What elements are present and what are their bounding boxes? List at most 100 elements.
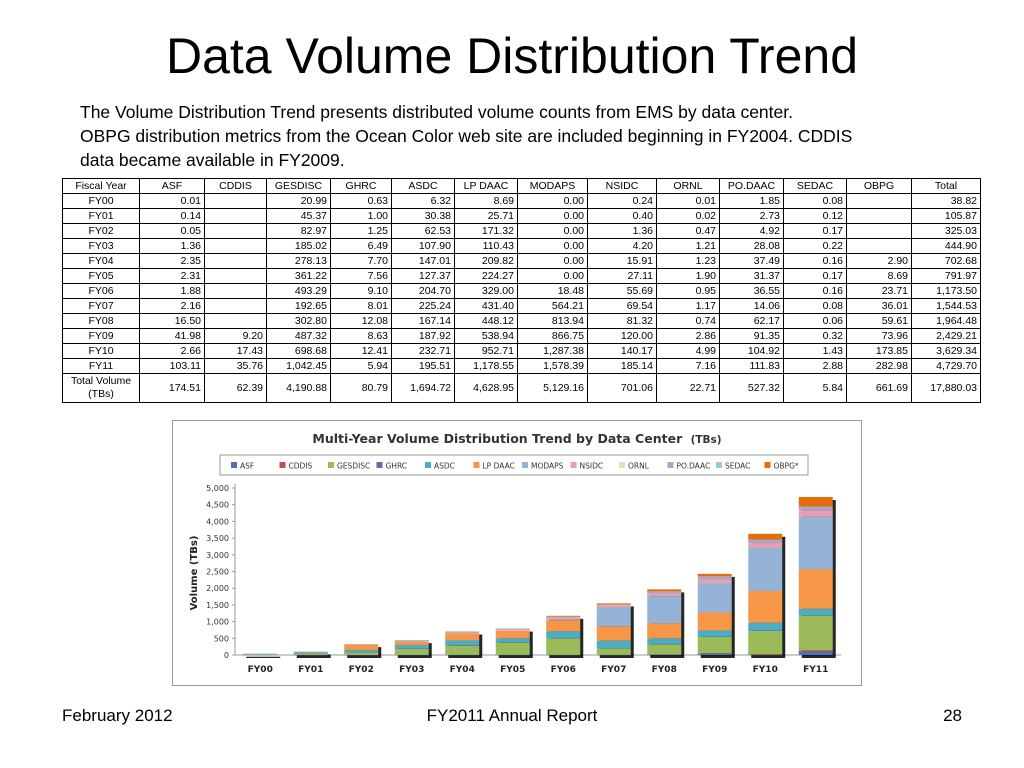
table-cell: 1.90: [656, 268, 720, 284]
bar-segment: [445, 640, 480, 646]
table-cell: 173.85: [846, 343, 912, 359]
column-header: LP DAAC: [454, 178, 518, 194]
slide-description: The Volume Distribution Trend presents d…: [80, 100, 970, 172]
total-cell: 17,880.03: [911, 373, 981, 403]
fiscal-year-cell: FY04: [62, 253, 140, 269]
table-cell: 171.32: [454, 223, 518, 239]
bar-segment: [748, 630, 783, 655]
table-cell: 23.71: [846, 283, 912, 299]
table-cell: [846, 238, 912, 254]
bar-segment: [344, 650, 379, 653]
table-cell: 37.49: [719, 253, 784, 269]
column-header: GHRC: [330, 178, 392, 194]
bar-segment: [647, 654, 682, 655]
x-tick-label: FY09: [702, 665, 727, 675]
bar-segment: [596, 603, 631, 605]
bar-segment: [647, 596, 682, 624]
y-tick-label: 2,000: [206, 584, 229, 593]
table-cell: 564.21: [517, 298, 588, 314]
table-cell: [846, 208, 912, 224]
column-header: GESDISC: [266, 178, 331, 194]
bar-segment: [697, 573, 732, 577]
table-cell: 2.90: [846, 253, 912, 269]
bar-segment: [798, 516, 833, 570]
bar-segment: [394, 644, 429, 649]
table-cell: 0.17: [783, 223, 847, 239]
table-cell: 278.13: [266, 253, 331, 269]
table-cell: 167.14: [391, 313, 455, 329]
bar-segment: [596, 648, 631, 655]
column-header: ORNL: [656, 178, 720, 194]
table-cell: 5.94: [330, 358, 392, 374]
legend-swatch: [764, 462, 771, 468]
table-header-row: Fiscal Year ASF CDDIS GESDISC GHRC ASDC LP DAA…: [62, 178, 981, 194]
x-tick-label: FY11: [803, 665, 828, 675]
legend-label: SEDAC: [725, 462, 750, 471]
table-cell: 4.20: [587, 238, 657, 254]
table-cell: 1,287.38: [517, 343, 588, 359]
total-cell: 22.71: [656, 373, 720, 403]
table-cell: 82.97: [266, 223, 331, 239]
bar-segment: [596, 605, 631, 608]
table-cell: 0.00: [517, 253, 588, 269]
table-cell: [204, 298, 267, 314]
column-header: ASF: [139, 178, 205, 194]
y-tick-label: 3,500: [206, 534, 229, 543]
table-cell: 487.32: [266, 328, 331, 344]
table-cell: 59.61: [846, 313, 912, 329]
bar-segment: [495, 628, 530, 630]
table-cell: 1.00: [330, 208, 392, 224]
total-cell: 80.79: [330, 373, 392, 403]
table-cell: 0.24: [587, 193, 657, 209]
table-cell: 698.68: [266, 343, 331, 359]
y-tick-label: 3,000: [206, 551, 229, 560]
table-cell: 302.80: [266, 313, 331, 329]
legend-label: ASF: [240, 462, 254, 471]
bar-segment: [495, 642, 530, 655]
table-cell: 1,964.48: [911, 313, 981, 329]
bar-segment: [697, 612, 732, 631]
table-cell: 0.40: [587, 208, 657, 224]
table-cell: 2.31: [139, 268, 205, 284]
bar-segment: [495, 630, 530, 639]
table-cell: 0.16: [783, 283, 847, 299]
legend-label: ORNL: [628, 462, 650, 471]
table-cell: 224.27: [454, 268, 518, 284]
table-cell: 204.70: [391, 283, 455, 299]
bar-segment: [647, 591, 682, 594]
x-tick-label: FY02: [349, 665, 374, 675]
table-cell: 195.51: [391, 358, 455, 374]
y-tick-label: 2,500: [206, 568, 229, 577]
x-tick-label: FY08: [652, 665, 677, 675]
table-cell: 120.00: [587, 328, 657, 344]
bar-segment: [596, 640, 631, 649]
y-tick-label: 4,000: [206, 517, 229, 526]
bar-segment: [697, 579, 732, 584]
bar-segment: [798, 510, 833, 517]
bar-segment: [697, 653, 732, 655]
table-cell: 0.95: [656, 283, 720, 299]
table-cell: 8.69: [454, 193, 518, 209]
x-tick-label: FY07: [601, 665, 626, 675]
bar-segment: [647, 644, 682, 655]
table-cell: 0.14: [139, 208, 205, 224]
bar-segment: [748, 533, 783, 540]
table-cell: 1.17: [656, 298, 720, 314]
x-tick-label: FY10: [753, 665, 778, 675]
bar-segment: [344, 652, 379, 655]
table-row: FY06 1.88 493.29 9.10 204.70 329.00 18.48 55.69…: [62, 283, 981, 299]
table-cell: 8.69: [846, 268, 912, 284]
column-header: ASDC: [391, 178, 455, 194]
table-cell: 0.74: [656, 313, 720, 329]
bar-segment: [748, 654, 783, 655]
table-cell: 1,544.53: [911, 298, 981, 314]
chart-legend: [219, 454, 809, 476]
table-cell: 1.36: [139, 238, 205, 254]
bar-segment: [798, 651, 833, 655]
table-cell: 2.73: [719, 208, 784, 224]
table-row: FY08 16.50 302.80 12.08 167.14 448.12 813.94 81…: [62, 313, 981, 329]
table-cell: 0.08: [783, 298, 847, 314]
bar-segment: [394, 640, 429, 642]
table-cell: 0.06: [783, 313, 847, 329]
table-cell: 15.91: [587, 253, 657, 269]
